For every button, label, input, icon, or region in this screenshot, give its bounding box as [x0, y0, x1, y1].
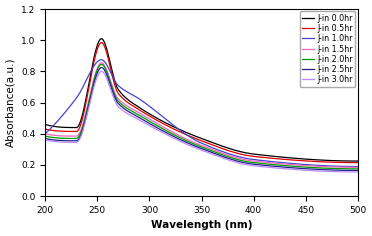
J-in 0.0hr: [99, 37, 104, 40]
J-in 0.0hr: [287, 156, 292, 159]
J-in 3.0hr: [43, 139, 48, 141]
J-in 3.0hr: [258, 165, 262, 168]
J-in 3.0hr: [287, 168, 292, 171]
J-in 3.0hr: [170, 136, 174, 139]
J-in 3.0hr: [356, 171, 360, 173]
J-in 2.5hr: [287, 166, 292, 169]
J-in 0.5hr: [181, 132, 185, 135]
J-in 1.0hr: [75, 96, 79, 98]
Line: J-in 2.0hr: J-in 2.0hr: [45, 64, 358, 169]
J-in 3.0hr: [99, 70, 104, 73]
J-in 2.5hr: [356, 169, 360, 172]
J-in 1.5hr: [75, 135, 79, 137]
J-in 0.5hr: [293, 159, 297, 162]
J-in 0.5hr: [43, 128, 48, 131]
J-in 1.5hr: [258, 160, 262, 163]
Line: J-in 0.0hr: J-in 0.0hr: [45, 39, 358, 161]
J-in 3.0hr: [293, 168, 297, 171]
J-in 0.0hr: [181, 130, 185, 133]
J-in 1.0hr: [258, 159, 262, 162]
J-in 2.5hr: [258, 164, 262, 166]
J-in 2.5hr: [99, 66, 104, 69]
J-in 1.5hr: [170, 130, 174, 133]
J-in 2.0hr: [258, 162, 262, 165]
J-in 0.0hr: [75, 126, 79, 129]
Line: J-in 1.0hr: J-in 1.0hr: [45, 60, 358, 167]
J-in 3.0hr: [181, 141, 185, 144]
J-in 0.5hr: [99, 41, 104, 44]
J-in 0.5hr: [287, 158, 292, 161]
Y-axis label: Absorbance(a.u.): Absorbance(a.u.): [6, 58, 16, 147]
Line: J-in 1.5hr: J-in 1.5hr: [45, 63, 358, 167]
J-in 0.5hr: [170, 127, 174, 130]
J-in 0.0hr: [356, 160, 360, 163]
J-in 3.0hr: [75, 141, 79, 144]
J-in 0.0hr: [43, 123, 48, 126]
J-in 2.0hr: [170, 132, 174, 135]
J-in 1.0hr: [287, 162, 292, 165]
J-in 2.5hr: [43, 137, 48, 140]
J-in 0.5hr: [258, 156, 262, 159]
J-in 2.0hr: [356, 168, 360, 170]
J-in 1.0hr: [293, 162, 297, 165]
J-in 2.0hr: [43, 135, 48, 138]
J-in 0.5hr: [356, 161, 360, 164]
J-in 1.0hr: [356, 165, 360, 168]
J-in 0.0hr: [258, 153, 262, 156]
Line: J-in 3.0hr: J-in 3.0hr: [45, 72, 358, 172]
J-in 1.5hr: [287, 163, 292, 166]
J-in 1.5hr: [43, 132, 48, 135]
J-in 1.5hr: [356, 166, 360, 169]
J-in 1.5hr: [181, 136, 185, 139]
Line: J-in 0.5hr: J-in 0.5hr: [45, 42, 358, 163]
Legend: J-in 0.0hr, J-in 0.5hr, J-in 1.0hr, J-in 1.5hr, J-in 2.0hr, J-in 2.5hr, J-in 3.0: J-in 0.0hr, J-in 0.5hr, J-in 1.0hr, J-in…: [299, 12, 355, 87]
J-in 0.5hr: [75, 130, 79, 133]
J-in 2.0hr: [287, 164, 292, 167]
J-in 1.5hr: [293, 164, 297, 166]
J-in 2.0hr: [181, 138, 185, 141]
J-in 2.5hr: [75, 139, 79, 142]
J-in 2.5hr: [170, 134, 174, 137]
J-in 1.5hr: [99, 61, 104, 64]
J-in 1.0hr: [99, 58, 104, 61]
J-in 1.0hr: [43, 132, 48, 135]
J-in 2.0hr: [99, 63, 104, 66]
J-in 1.0hr: [170, 123, 174, 126]
J-in 0.0hr: [170, 125, 174, 127]
X-axis label: Wavelength (nm): Wavelength (nm): [151, 220, 252, 230]
J-in 1.0hr: [181, 131, 185, 134]
J-in 2.5hr: [181, 139, 185, 142]
J-in 0.0hr: [293, 157, 297, 160]
Line: J-in 2.5hr: J-in 2.5hr: [45, 67, 358, 170]
J-in 2.5hr: [293, 167, 297, 169]
J-in 2.0hr: [293, 165, 297, 168]
J-in 2.0hr: [75, 137, 79, 140]
